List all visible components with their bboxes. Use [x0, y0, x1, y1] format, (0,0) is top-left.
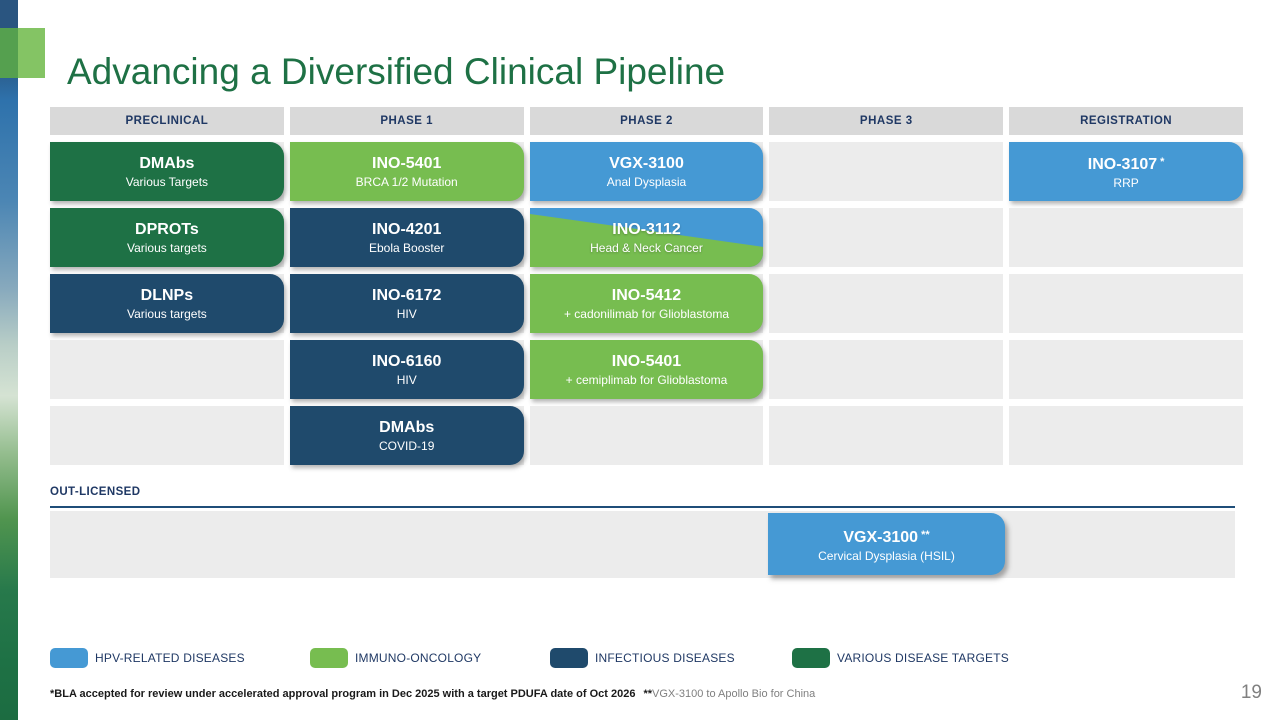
candidate-indication: COVID-19: [379, 439, 435, 453]
candidate-name: INO-4201: [372, 221, 442, 238]
legend-item-infectious: INFECTIOUS DISEASES: [550, 648, 735, 668]
cell-r3-phase1: INO-6172 HIV: [289, 274, 524, 333]
cell-r4-phase3-empty: [769, 340, 1004, 399]
candidate-name: DLNPs: [140, 287, 194, 304]
candidate-indication: Various targets: [126, 307, 207, 321]
legend-label: HPV-RELATED DISEASES: [95, 651, 245, 665]
candidate-name: INO-6172: [372, 287, 442, 304]
pipeline-box-dmabs-preclinical: DMAbs Various Targets: [50, 142, 284, 201]
page-number: 19: [1240, 682, 1262, 703]
candidate-name: INO-5412: [611, 287, 682, 304]
candidate-name: VGX-3100: [609, 155, 684, 172]
cell-r1-phase1: INO-5401 BRCA 1/2 Mutation: [289, 142, 524, 201]
pipeline-box-ino3112-phase2: INO-3112 Head & Neck Cancer: [529, 208, 764, 267]
pipeline-box-ino6160-phase1: INO-6160 HIV: [289, 340, 524, 399]
cell-r3-phase2: INO-5412 + cadonilimab for Glioblastoma: [529, 274, 764, 333]
candidate-name: INO-6160: [372, 353, 442, 370]
candidate-name: INO-5401: [372, 155, 442, 172]
legend-swatch-hpv: [50, 648, 88, 668]
cell-r3-registration-empty: [1009, 274, 1243, 333]
pipeline-box-vgx3100-phase2: VGX-3100 Anal Dysplasia: [529, 142, 764, 201]
cell-r4-phase2: INO-5401 + cemiplimab for Glioblastoma: [529, 340, 764, 399]
pipeline-box-ino5401-phase1: INO-5401 BRCA 1/2 Mutation: [289, 142, 524, 201]
title-accent-square: [0, 28, 45, 78]
pipeline-box-dmabs-covid-phase1: DMAbs COVID-19: [289, 406, 524, 465]
column-header-phase3: PHASE 3: [769, 107, 1004, 135]
left-gradient-bar: [0, 0, 18, 720]
cell-r4-preclinical-empty: [50, 340, 284, 399]
pipeline-box-ino6172-phase1: INO-6172 HIV: [289, 274, 524, 333]
cell-r2-phase1: INO-4201 Ebola Booster: [289, 208, 524, 267]
candidate-indication: Various Targets: [125, 175, 209, 189]
cell-r2-registration-empty: [1009, 208, 1243, 267]
pipeline-box-ino3107-registration: INO-3107 * RRP: [1009, 142, 1243, 201]
cell-r1-phase3-empty: [769, 142, 1004, 201]
footnote-marker: *: [1160, 156, 1165, 168]
candidate-indication: + cadonilimab for Glioblastoma: [563, 307, 730, 321]
candidate-name: INO-5401: [611, 353, 682, 370]
page-title: Advancing a Diversified Clinical Pipelin…: [67, 50, 726, 92]
candidate-indication: HIV: [396, 307, 417, 321]
candidate-name: DMAbs: [139, 155, 195, 172]
cell-r1-phase2: VGX-3100 Anal Dysplasia: [529, 142, 764, 201]
candidate-indication: + cemiplimab for Glioblastoma: [565, 373, 728, 387]
legend-swatch-immuno-oncology: [310, 648, 348, 668]
cell-r5-phase3-empty: [769, 406, 1004, 465]
cell-r2-phase2: INO-3112 Head & Neck Cancer: [529, 208, 764, 267]
candidate-indication: Cervical Dysplasia (HSIL): [818, 548, 955, 563]
candidate-indication: Head & Neck Cancer: [590, 241, 703, 255]
legend-label: INFECTIOUS DISEASES: [595, 651, 735, 665]
cell-r1-preclinical: DMAbs Various Targets: [50, 142, 284, 201]
cell-r5-phase2-empty: [529, 406, 764, 465]
cell-r5-preclinical-empty: [50, 406, 284, 465]
legend-item-hpv: HPV-RELATED DISEASES: [50, 648, 245, 668]
candidate-name: DMAbs: [379, 419, 435, 436]
cell-r3-phase3-empty: [769, 274, 1004, 333]
pipeline-box-dlnps-preclinical: DLNPs Various targets: [50, 274, 284, 333]
candidate-indication: Ebola Booster: [369, 241, 445, 255]
out-licensed-divider: [50, 506, 1235, 508]
cell-r2-phase3-empty: [769, 208, 1004, 267]
out-licensed-band: [50, 511, 1235, 578]
footnote-secondary-marker: **: [643, 688, 652, 700]
candidate-name: DPROTs: [135, 221, 199, 238]
pipeline-box-dprots-preclinical: DPROTs Various targets: [50, 208, 284, 267]
footnote: *BLA accepted for review under accelerat…: [50, 688, 815, 700]
cell-r3-preclinical: DLNPs Various targets: [50, 274, 284, 333]
cell-r5-registration-empty: [1009, 406, 1243, 465]
candidate-indication: Anal Dysplasia: [606, 175, 687, 189]
legend-label: VARIOUS DISEASE TARGETS: [837, 651, 1009, 665]
legend-label: IMMUNO-ONCOLOGY: [355, 651, 482, 665]
column-header-phase2: PHASE 2: [529, 107, 764, 135]
cell-r2-preclinical: DPROTs Various targets: [50, 208, 284, 267]
cell-r1-registration: INO-3107 * RRP: [1009, 142, 1243, 201]
candidate-indication: BRCA 1/2 Mutation: [355, 175, 458, 189]
pipeline-grid: PRECLINICAL PHASE 1 PHASE 2 PHASE 3 REGI…: [50, 107, 1243, 465]
footnote-marker: **: [921, 528, 930, 541]
candidate-name: INO-3112: [612, 221, 681, 238]
candidate-indication: Various targets: [126, 241, 207, 255]
out-licensed-label: OUT-LICENSED: [50, 486, 141, 498]
legend-item-various-targets: VARIOUS DISEASE TARGETS: [792, 648, 1009, 668]
legend-swatch-various-targets: [792, 648, 830, 668]
cell-r5-phase1: DMAbs COVID-19: [289, 406, 524, 465]
pipeline-box-vgx3100-out-licensed: VGX-3100 ** Cervical Dysplasia (HSIL): [768, 513, 1005, 575]
footnote-primary: *BLA accepted for review under accelerat…: [50, 688, 636, 700]
pipeline-box-ino4201-phase1: INO-4201 Ebola Booster: [289, 208, 524, 267]
pipeline-box-ino5401-phase2: INO-5401 + cemiplimab for Glioblastoma: [529, 340, 764, 399]
cell-r4-phase1: INO-6160 HIV: [289, 340, 524, 399]
candidate-name: VGX-3100 **: [843, 528, 930, 546]
column-header-registration: REGISTRATION: [1009, 107, 1243, 135]
candidate-indication: RRP: [1113, 176, 1139, 190]
legend-swatch-infectious: [550, 648, 588, 668]
column-header-preclinical: PRECLINICAL: [50, 107, 284, 135]
legend-item-immuno-oncology: IMMUNO-ONCOLOGY: [310, 648, 481, 668]
footnote-secondary: VGX-3100 to Apollo Bio for China: [652, 688, 816, 700]
pipeline-box-ino5412-phase2: INO-5412 + cadonilimab for Glioblastoma: [529, 274, 764, 333]
candidate-name: INO-3107 *: [1087, 156, 1165, 173]
column-header-phase1: PHASE 1: [289, 107, 524, 135]
cell-r4-registration-empty: [1009, 340, 1243, 399]
candidate-indication: HIV: [396, 373, 417, 387]
